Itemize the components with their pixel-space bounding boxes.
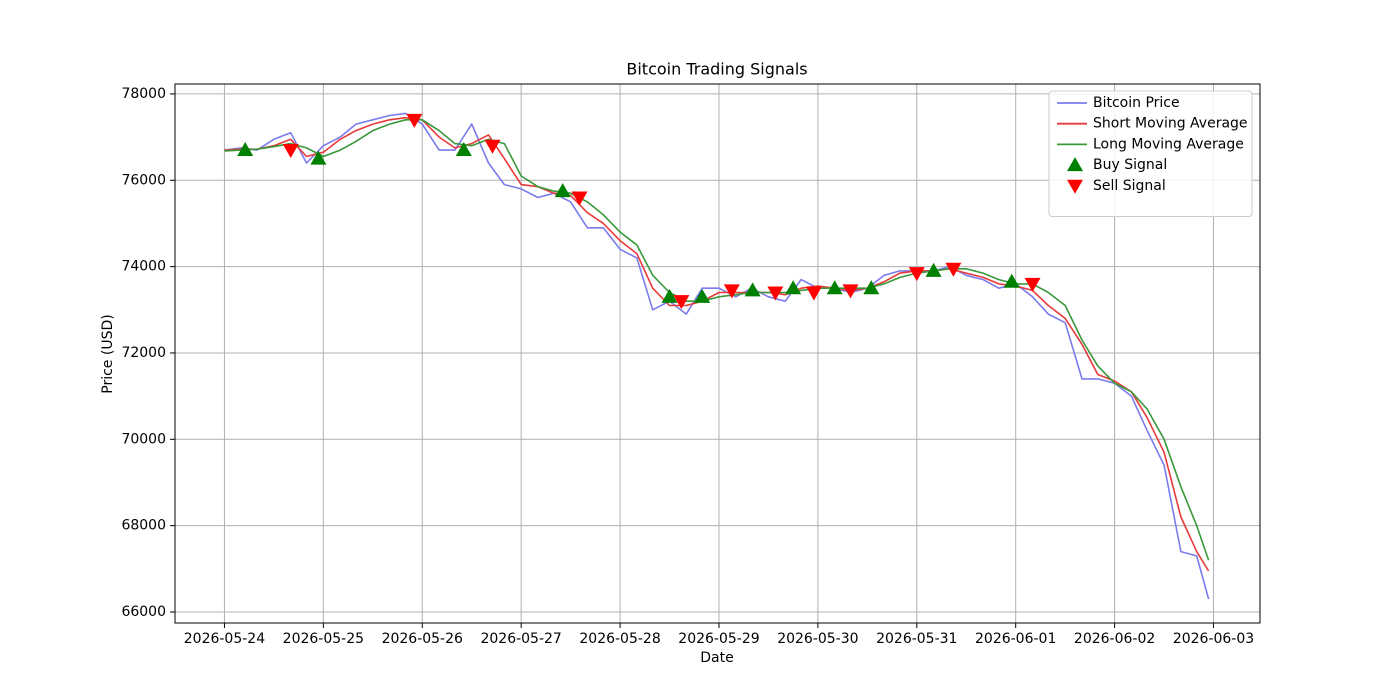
buy-marker: [925, 262, 942, 277]
x-axis-label: Date: [700, 650, 733, 666]
sell-marker: [484, 139, 501, 154]
x-tick-label: 2026-05-27: [480, 631, 561, 647]
sell-marker: [406, 113, 423, 128]
legend-label: Bitcoin Price: [1093, 95, 1180, 111]
x-tick-label: 2026-06-02: [1074, 631, 1155, 647]
buy-marker: [863, 280, 880, 295]
buy-marker: [694, 288, 711, 303]
buy-marker: [826, 280, 843, 295]
legend-box: [1048, 90, 1253, 217]
buy-marker: [1067, 157, 1083, 172]
y-tick-label: 72000: [121, 345, 166, 361]
sell-marker: [908, 267, 925, 282]
y-tick-label: 76000: [121, 172, 166, 188]
legend-label: Buy Signal: [1093, 157, 1167, 173]
y-tick-label: 66000: [121, 604, 166, 620]
chart-title: Bitcoin Trading Signals: [626, 60, 807, 79]
sell-marker: [282, 144, 299, 159]
legend-label: Short Moving Average: [1093, 116, 1248, 132]
legend-label: Long Moving Average: [1093, 136, 1244, 152]
y-tick-label: 70000: [121, 431, 166, 447]
sell-marker: [945, 262, 962, 277]
y-tick-label: 78000: [121, 86, 166, 102]
y-axis-label: Price (USD): [100, 314, 116, 393]
y-tick-label: 68000: [121, 518, 166, 534]
x-tick-label: 2026-05-30: [777, 631, 858, 647]
sell-marker: [673, 295, 690, 310]
series-line: [224, 112, 1210, 600]
x-tick-label: 2026-05-24: [184, 631, 265, 647]
buy-marker: [455, 142, 472, 157]
buy-marker: [661, 288, 678, 303]
plot-frame: [174, 83, 1261, 624]
x-tick-label: 2026-05-26: [382, 631, 463, 647]
x-tick-label: 2026-06-03: [1173, 631, 1254, 647]
x-tick-label: 2026-05-31: [876, 631, 957, 647]
buy-marker: [744, 282, 761, 297]
sell-marker: [571, 191, 588, 206]
sell-marker: [842, 284, 859, 299]
series-line: [224, 116, 1210, 572]
x-tick-label: 2026-05-29: [678, 631, 759, 647]
x-tick-label: 2026-05-25: [283, 631, 364, 647]
x-tick-label: 2026-05-28: [579, 631, 660, 647]
x-tick-label: 2026-06-01: [975, 631, 1056, 647]
sell-marker: [805, 286, 822, 301]
buy-marker: [785, 280, 802, 295]
buy-marker: [1003, 273, 1020, 288]
sell-marker: [1024, 277, 1041, 292]
buy-marker: [554, 183, 571, 198]
y-tick-label: 74000: [121, 259, 166, 275]
buy-marker: [310, 150, 327, 165]
sell-marker: [723, 284, 740, 299]
legend-label: Sell Signal: [1093, 178, 1166, 194]
sell-marker: [1067, 179, 1083, 194]
series-line: [224, 119, 1210, 561]
sell-marker: [767, 286, 784, 301]
buy-marker: [237, 142, 254, 157]
